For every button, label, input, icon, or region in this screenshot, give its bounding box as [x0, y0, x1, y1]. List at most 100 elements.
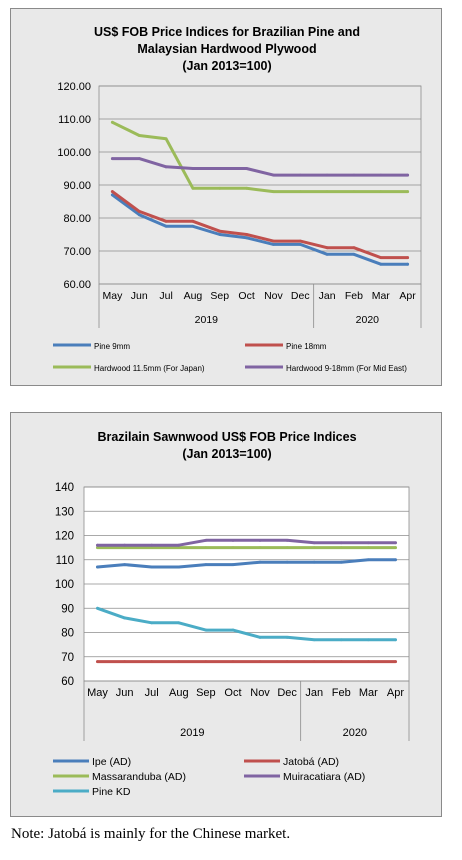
- data-point: [339, 541, 343, 545]
- data-point: [339, 638, 343, 642]
- data-point: [379, 262, 383, 266]
- data-point: [285, 560, 289, 564]
- y-tick-label: 110.00: [58, 114, 91, 126]
- data-point: [231, 660, 235, 663]
- data-point: [285, 635, 289, 639]
- x-tick-label: Apr: [399, 290, 416, 302]
- data-point: [339, 660, 343, 663]
- data-point: [245, 167, 248, 170]
- data-point: [111, 157, 114, 161]
- data-point: [325, 252, 329, 256]
- data-point: [111, 120, 114, 124]
- x-tick-label: May: [87, 687, 108, 699]
- data-point: [379, 173, 383, 177]
- data-point: [96, 606, 99, 610]
- chart-title-line: (Jan 2013=100): [182, 447, 271, 461]
- year-label: 2019: [180, 727, 204, 739]
- data-point: [218, 233, 222, 236]
- legend-label: Jatobá (AD): [283, 756, 339, 768]
- data-point: [406, 256, 409, 259]
- data-point: [137, 210, 141, 213]
- data-point: [204, 563, 208, 566]
- chart-title-line: Brazilain Sawnwood US$ FOB Price Indices: [97, 430, 356, 444]
- legend-label: Pine KD: [92, 786, 131, 798]
- legend-label: Muiracatiara (AD): [283, 771, 365, 783]
- data-point: [379, 256, 383, 259]
- y-tick-label: 60.00: [63, 279, 91, 291]
- data-point: [150, 543, 154, 547]
- y-tick-label: 60: [61, 676, 74, 688]
- data-point: [366, 660, 370, 663]
- y-tick-label: 130: [55, 506, 74, 518]
- y-tick-label: 70: [61, 652, 74, 664]
- data-point: [312, 638, 316, 642]
- data-point: [96, 660, 99, 663]
- data-point: [137, 134, 141, 137]
- data-point: [258, 660, 262, 663]
- data-point: [298, 173, 302, 177]
- y-tick-label: 70.00: [63, 246, 91, 258]
- data-point: [137, 157, 141, 161]
- plywood-chart-panel: US$ FOB Price Indices for Brazilian Pine…: [10, 8, 442, 386]
- x-tick-label: Feb: [332, 687, 351, 699]
- data-point: [111, 190, 114, 194]
- data-point: [177, 546, 181, 550]
- data-point: [352, 173, 356, 177]
- series-line: [110, 193, 410, 266]
- data-point: [191, 167, 195, 170]
- data-point: [325, 173, 329, 177]
- data-point: [366, 541, 370, 545]
- data-point: [164, 219, 168, 223]
- data-point: [298, 239, 302, 243]
- data-point: [258, 635, 262, 639]
- x-tick-label: Mar: [359, 687, 378, 699]
- data-point: [123, 660, 127, 663]
- x-tick-label: Jul: [159, 290, 172, 302]
- data-point: [231, 563, 235, 566]
- data-point: [204, 628, 208, 632]
- data-point: [352, 252, 356, 256]
- data-point: [366, 546, 370, 550]
- data-point: [177, 565, 181, 569]
- legend-label: Pine 9mm: [94, 342, 130, 351]
- data-point: [164, 165, 168, 169]
- data-point: [191, 186, 195, 190]
- data-point: [164, 137, 168, 141]
- data-point: [177, 660, 181, 663]
- data-point: [394, 660, 397, 663]
- legend-label: Pine 18mm: [286, 342, 327, 351]
- x-tick-label: Nov: [264, 290, 283, 302]
- series-line: [96, 538, 397, 547]
- year-label: 2019: [195, 314, 219, 326]
- data-point: [96, 565, 99, 569]
- data-point: [312, 560, 316, 564]
- series-line: [110, 190, 410, 260]
- data-point: [96, 543, 99, 547]
- chart-title-line: Malaysian Hardwood Plywood: [137, 42, 316, 56]
- data-point: [218, 167, 222, 170]
- data-point: [406, 190, 409, 194]
- y-tick-label: 120: [55, 531, 74, 543]
- x-tick-label: May: [102, 290, 123, 302]
- data-point: [191, 224, 195, 228]
- x-tick-label: Apr: [387, 687, 404, 699]
- x-tick-label: Oct: [238, 290, 254, 302]
- data-point: [366, 558, 370, 562]
- data-point: [123, 616, 127, 620]
- data-point: [150, 660, 154, 663]
- data-point: [231, 628, 235, 632]
- y-tick-label: 90: [61, 603, 74, 615]
- x-tick-label: Jun: [131, 290, 148, 302]
- data-point: [339, 546, 343, 550]
- data-point: [272, 190, 275, 194]
- data-point: [272, 239, 275, 243]
- sawnwood-chart-panel: Brazilain Sawnwood US$ FOB Price Indices…: [10, 412, 442, 817]
- legend-label: Hardwood 11.5mm (For Japan): [94, 364, 205, 373]
- data-point: [312, 660, 316, 663]
- data-point: [245, 186, 248, 190]
- data-point: [204, 660, 208, 663]
- footnote: Note: Jatobá is mainly for the Chinese m…: [11, 826, 291, 842]
- data-point: [204, 546, 208, 550]
- data-point: [218, 229, 222, 233]
- x-tick-label: Aug: [184, 290, 203, 302]
